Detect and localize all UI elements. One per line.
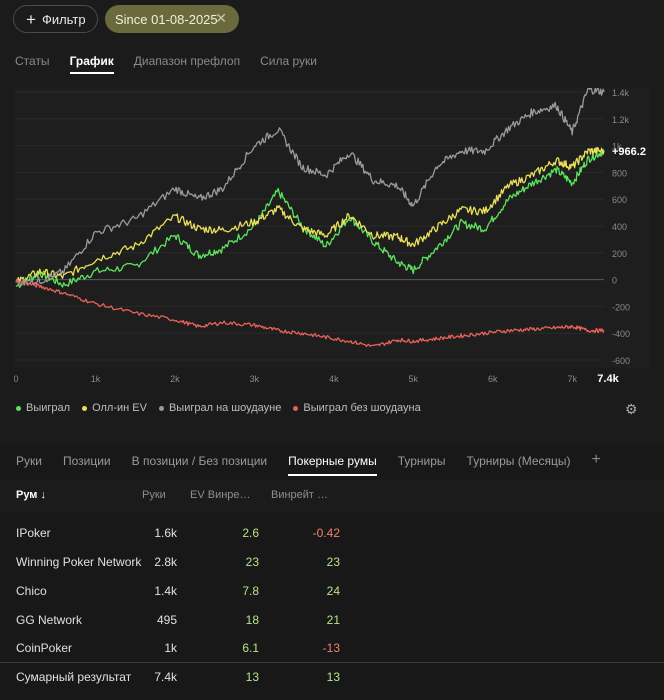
tab-poker-rooms[interactable]: Покерные румы xyxy=(288,454,377,476)
column-winrate[interactable]: Винрейт … xyxy=(271,489,329,501)
legend-item-won[interactable]: Выиграл xyxy=(16,402,70,414)
stats-tabs: Статы График Диапазон префлоп Сила руки xyxy=(15,54,317,74)
table-tabs: Руки Позиции В позиции / Без позиции Пок… xyxy=(16,451,601,476)
ev-winrate-cell: 13 xyxy=(245,670,259,684)
final-value-label: +966.2 xyxy=(612,146,646,158)
room-cell: IPoker xyxy=(16,526,51,540)
x-tick-label: 7k xyxy=(567,374,577,384)
y-tick-label: 0 xyxy=(612,276,617,286)
y-tick-label: 1.4k xyxy=(612,88,630,98)
series-line-3 xyxy=(15,88,605,287)
y-tick-label: 600 xyxy=(612,195,627,205)
tab-tournaments[interactable]: Турниры xyxy=(397,454,446,468)
gear-icon[interactable]: ⚙ xyxy=(625,401,638,417)
tab-stats[interactable]: Статы xyxy=(15,54,50,68)
room-cell: Сумарный результат xyxy=(16,670,132,684)
winrate-cell: 21 xyxy=(326,613,340,627)
y-tick-label: -600 xyxy=(612,356,630,366)
winrate-cell: 24 xyxy=(326,584,340,598)
table-row[interactable]: Winning Poker Network 2.8k 23 23 xyxy=(0,548,664,576)
x-tick-label: 0 xyxy=(14,374,19,384)
x-tick-label: 2k xyxy=(170,374,180,384)
legend-label: Выиграл на шоудауне xyxy=(168,402,282,414)
winrate-cell: -13 xyxy=(322,641,340,655)
table-row[interactable]: GG Network 495 18 21 xyxy=(0,606,664,634)
hands-cell: 495 xyxy=(156,613,177,627)
legend-item-allin-ev[interactable]: Олл-ин EV xyxy=(82,402,147,414)
winrate-cell: 23 xyxy=(326,555,340,569)
hands-cell: 1.6k xyxy=(154,526,177,540)
x-tick-label: 5k xyxy=(409,374,419,384)
y-tick-label: -200 xyxy=(612,302,630,312)
winrate-cell: -0.42 xyxy=(312,526,340,540)
series-line-1 xyxy=(15,149,605,289)
date-filter-chip[interactable]: Since 01-08-2025 ✕ xyxy=(105,5,239,33)
ev-winrate-cell: 18 xyxy=(245,613,259,627)
hands-cell: 1k xyxy=(164,641,177,655)
legend-label: Выиграл xyxy=(26,402,71,414)
y-tick-label: 1.2k xyxy=(612,115,630,125)
x-tick-label: 4k xyxy=(329,374,339,384)
legend-label: Выиграл без шоудауна xyxy=(303,402,421,414)
column-room[interactable]: Рум ↓ xyxy=(16,489,47,501)
legend-item-non-showdown[interactable]: Выиграл без шоудауна xyxy=(293,402,421,414)
legend-label: Олл-ин EV xyxy=(92,402,147,414)
series-line-4 xyxy=(15,279,605,348)
x-tick-label: 3k xyxy=(250,374,260,384)
tab-graph[interactable]: График xyxy=(69,54,114,74)
x-tick-label: 1k xyxy=(91,374,101,384)
winnings-chart: 1.4k 1.2k 1k 800 600 400 200 0 -200 -400 -600 0 1k 2k… xyxy=(14,88,650,385)
tab-hands[interactable]: Руки xyxy=(16,454,42,468)
y-tick-label: 1k xyxy=(612,142,622,152)
table-row[interactable]: Chico 1.4k 7.8 24 xyxy=(0,577,664,605)
table-header: Рум ↓ Руки EV Винре… Винрейт … xyxy=(0,480,664,512)
table-row[interactable]: CoinPoker 1k 6.1 -13 xyxy=(0,634,664,662)
hands-cell: 2.8k xyxy=(154,555,177,569)
series-line-2 xyxy=(15,146,605,284)
stats-panel: + Фильтр Since 01-08-2025 ✕ Статы График… xyxy=(13,5,650,417)
ev-winrate-cell: 2.6 xyxy=(242,526,259,540)
winrate-cell: 13 xyxy=(326,670,340,684)
y-tick-label: -400 xyxy=(612,329,630,339)
room-cell: CoinPoker xyxy=(16,641,73,655)
filter-label: Фильтр xyxy=(41,11,86,27)
close-icon[interactable]: ✕ xyxy=(215,10,227,26)
hands-cell: 1.4k xyxy=(154,584,177,598)
tab-preflop-range[interactable]: Диапазон префлоп xyxy=(133,54,241,68)
tab-in-out-position[interactable]: В позиции / Без позиции xyxy=(131,454,268,468)
room-cell: Chico xyxy=(16,584,47,598)
date-filter-label: Since 01-08-2025 xyxy=(115,11,218,27)
chart-legend: Выиграл Олл-ин EV Выиграл на шоудауне Вы… xyxy=(16,402,421,414)
plus-icon: + xyxy=(26,9,36,29)
y-tick-label: 800 xyxy=(612,168,627,178)
tab-hand-strength[interactable]: Сила руки xyxy=(260,54,317,68)
column-ev-winrate[interactable]: EV Винре… xyxy=(190,489,251,501)
plus-icon[interactable]: + xyxy=(591,451,601,468)
x-last-label: 7.4k xyxy=(597,373,619,385)
table-row[interactable]: IPoker 1.6k 2.6 -0.42 xyxy=(0,519,664,547)
hands-cell: 7.4k xyxy=(154,670,177,684)
tab-tournaments-months[interactable]: Турниры (Месяцы) xyxy=(466,454,571,468)
room-cell: GG Network xyxy=(16,613,83,627)
legend-dot xyxy=(293,405,299,411)
room-cell: Winning Poker Network xyxy=(16,555,142,569)
legend-item-showdown[interactable]: Выиграл на шоудауне xyxy=(158,402,282,414)
tab-positions[interactable]: Позиции xyxy=(62,454,111,468)
filter-button[interactable]: + Фильтр xyxy=(13,5,98,33)
ev-winrate-cell: 6.1 xyxy=(242,641,259,655)
x-tick-label: 6k xyxy=(488,374,498,384)
legend-dot xyxy=(82,405,88,411)
legend-dot xyxy=(16,405,21,411)
ev-winrate-cell: 7.8 xyxy=(242,584,259,598)
column-hands[interactable]: Руки xyxy=(142,489,166,501)
total-row[interactable]: Сумарный результат 7.4k 13 13 xyxy=(0,663,664,691)
y-tick-label: 200 xyxy=(612,249,627,259)
ev-winrate-cell: 23 xyxy=(245,555,259,569)
divider xyxy=(0,662,664,663)
legend-dot xyxy=(158,405,164,411)
y-tick-label: 400 xyxy=(612,222,627,232)
